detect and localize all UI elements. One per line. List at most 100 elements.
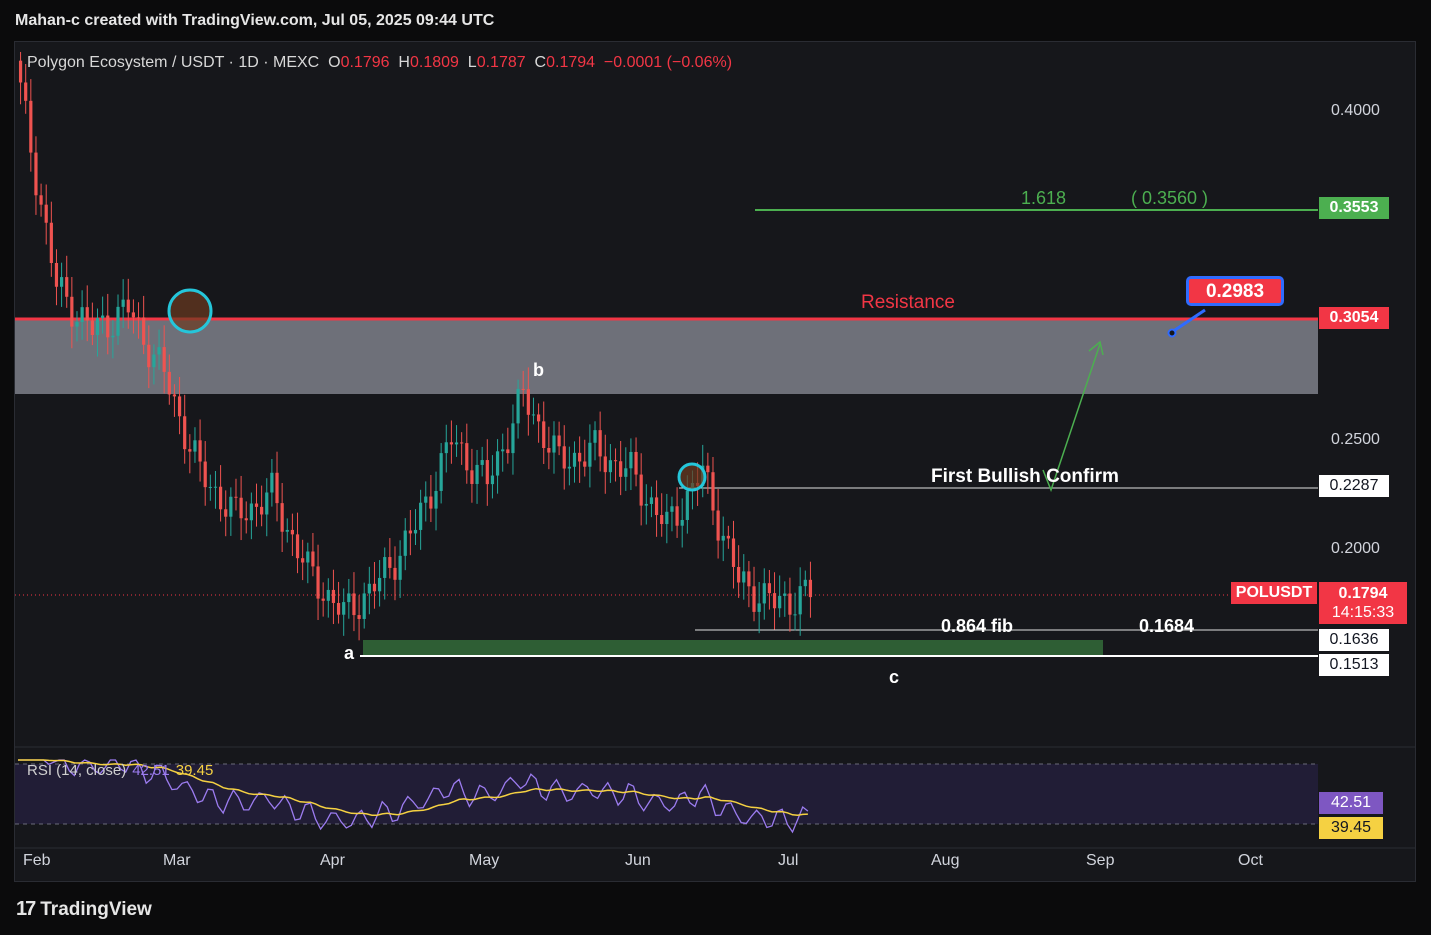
candle-body [80, 307, 84, 323]
candle-body [65, 277, 69, 297]
candle-body [336, 602, 341, 615]
candle-body [377, 577, 382, 592]
candle-body [706, 465, 710, 473]
price-chart[interactable]: b a c 1.618 ( 0.3560 ) Resistance First … [15, 42, 1416, 882]
candle-body [731, 538, 736, 567]
candle-body [347, 593, 351, 603]
candle-body [670, 506, 674, 512]
countdown-value: 14:15:33 [1331, 604, 1395, 621]
candle-body [516, 388, 520, 424]
candle-body [511, 423, 515, 454]
candle-body [726, 535, 730, 539]
fib-tag: 0.3553 [1319, 197, 1389, 219]
candle-body [783, 593, 787, 596]
candle-body [608, 460, 613, 473]
candle-body [593, 430, 597, 443]
candle-body [634, 451, 638, 475]
candle-body [136, 317, 141, 319]
candle-body [747, 571, 751, 587]
candle-body [778, 595, 782, 609]
candle-body [413, 529, 418, 534]
first-confirm-label: First Bullish Confirm [931, 466, 1119, 487]
symbol-legend[interactable]: Polygon Ecosystem / USDT · 1D · MEXC O0.… [27, 54, 732, 72]
candle-body [808, 579, 813, 598]
time-tick-apr: Apr [320, 852, 345, 869]
candle-body [567, 466, 571, 469]
candle-body [59, 277, 64, 287]
candle-body [311, 551, 315, 567]
candle-body [526, 389, 530, 415]
rsi-legend[interactable]: RSI (14, close) 42.51 39.45 [27, 762, 213, 779]
candle-body [449, 442, 454, 445]
candle-body [454, 442, 459, 445]
projection-arrow [1042, 343, 1101, 493]
candle-body [352, 593, 356, 616]
time-tick-aug: Aug [931, 852, 960, 869]
candle-body [613, 460, 618, 462]
candle-body [772, 593, 777, 609]
candle-body [101, 315, 105, 319]
candle-body [547, 447, 551, 453]
candle-body [788, 593, 792, 615]
chart-panel[interactable]: b a c 1.618 ( 0.3560 ) Resistance First … [14, 41, 1416, 882]
candle-body [552, 435, 556, 453]
candle-body [326, 589, 330, 601]
candle-body [172, 394, 177, 397]
candle-body [531, 414, 536, 416]
candle-body [665, 511, 669, 525]
candle-body [239, 497, 243, 519]
candle-body [157, 347, 161, 355]
candle-body [485, 460, 489, 485]
candle-body [213, 486, 218, 488]
time-tick-oct: Oct [1238, 852, 1263, 869]
candle-body [342, 602, 346, 615]
candle-body [711, 472, 715, 511]
tradingview-logo[interactable]: 17 TradingView [16, 898, 152, 921]
candle-body [470, 470, 474, 484]
candle-body [95, 318, 100, 335]
candle-body [162, 347, 166, 372]
candle-body [460, 442, 464, 444]
level2-tag: 0.1513 [1319, 654, 1389, 676]
last-price-tag: 0.1794 14:15:33 [1319, 582, 1407, 624]
candle-body [367, 583, 371, 594]
candle-body [388, 557, 392, 568]
rejection-circle [167, 288, 213, 334]
candle-body [408, 530, 412, 534]
footer-brand: TradingView [40, 898, 152, 920]
candle-body [316, 566, 320, 599]
candle-body [480, 460, 484, 465]
candle-body [403, 530, 407, 556]
rsi-label: RSI (14, close) [27, 762, 127, 779]
level1-tag: 0.1636 [1319, 629, 1389, 651]
candle-body [75, 322, 79, 327]
candle-body [290, 529, 295, 535]
target-connector [1171, 308, 1206, 334]
rsi-ma-value: 39.45 [175, 762, 214, 779]
candle-body [465, 443, 469, 471]
candle-body [429, 496, 433, 509]
target-box[interactable]: 0.2983 [1186, 276, 1284, 306]
rsi-tag: 42.51 [1319, 792, 1383, 814]
candle-body [644, 503, 648, 506]
candle-body [111, 335, 115, 338]
change-value: −0.0001 (−0.06%) [603, 54, 733, 71]
candle-body [306, 551, 310, 563]
open-label: O [328, 54, 341, 71]
candle-body [398, 555, 402, 580]
candle-body [716, 510, 720, 541]
low-label: L [467, 54, 477, 71]
candle-body [495, 451, 500, 476]
candle-body [721, 535, 725, 541]
candle-body [295, 534, 300, 559]
candle-body [152, 354, 156, 368]
candle-body [44, 204, 48, 223]
candle-body [680, 519, 684, 526]
candle-body [393, 567, 397, 580]
last-price-value: 0.1794 [1338, 585, 1388, 602]
candle-body [18, 60, 23, 83]
candle-body [265, 492, 269, 515]
candle-body [598, 430, 602, 457]
candle-body [649, 497, 654, 504]
fib-1618-label: 1.618 [1021, 188, 1066, 208]
